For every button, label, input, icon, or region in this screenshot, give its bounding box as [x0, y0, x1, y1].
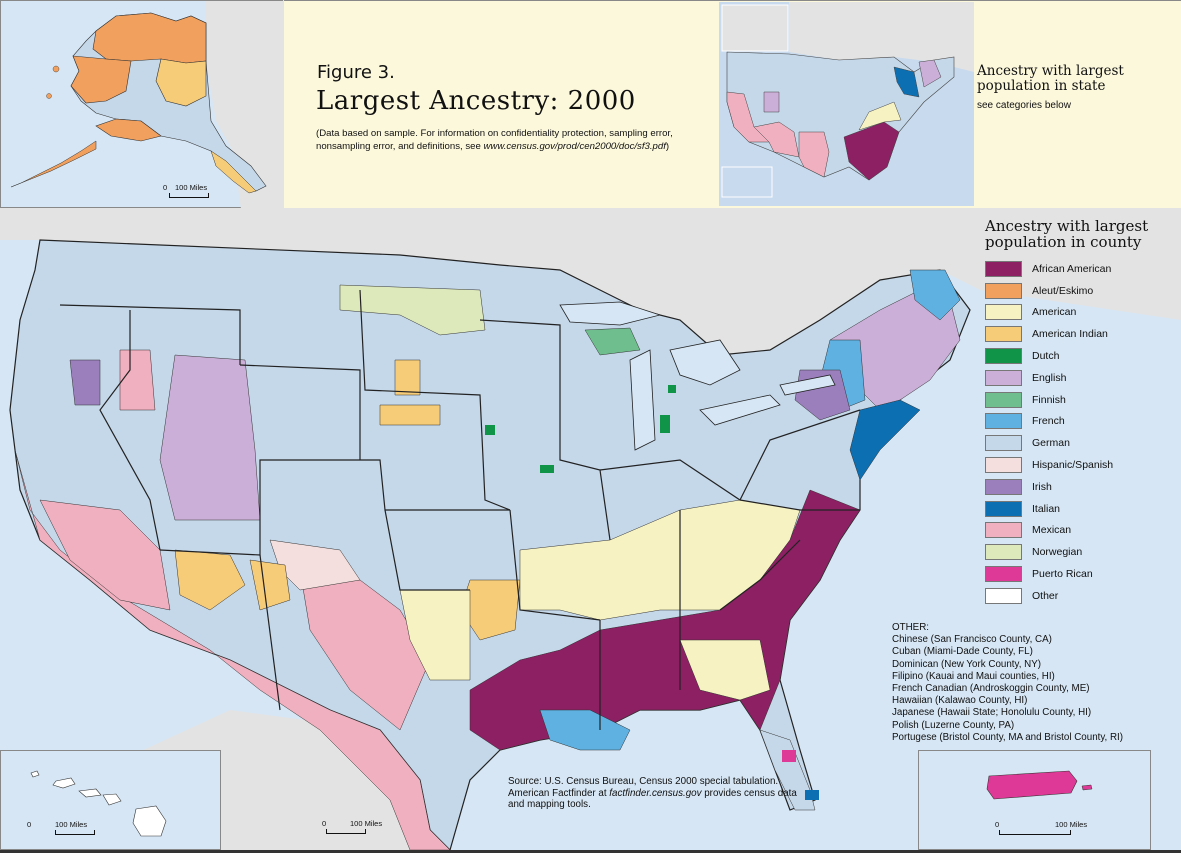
- note-link[interactable]: www.census.gov/prod/cen2000/doc/sf3.pdf: [483, 141, 666, 152]
- scale-zero: 0: [27, 820, 32, 829]
- puerto-rico-map: [986, 770, 1093, 800]
- legend-swatch: [985, 282, 1022, 299]
- scale-miles: 100 Miles: [1055, 820, 1088, 829]
- legend-label: Norwegian: [1032, 546, 1083, 559]
- other-item: Dominican (New York County, NY): [892, 658, 1042, 670]
- legend-swatch: [985, 500, 1022, 517]
- figure-note: (Data based on sample. For information o…: [316, 127, 716, 153]
- legend-item: Irish: [985, 476, 1175, 498]
- county-map: [0, 210, 1181, 850]
- legend-label: American: [1032, 306, 1077, 319]
- legend-label: Irish: [1032, 480, 1052, 493]
- scale-zero: 0: [163, 183, 168, 192]
- note-suffix: ): [665, 141, 670, 152]
- legend-item: Other: [985, 585, 1175, 607]
- legend-label: Dutch: [1032, 350, 1060, 363]
- county-legend: Ancestry with largest population in coun…: [985, 218, 1175, 607]
- legend-item: Puerto Rican: [985, 563, 1175, 585]
- legend-swatch: [985, 587, 1022, 604]
- legend-item: Finnish: [985, 389, 1175, 411]
- state-inset-title: Ancestry with largest population in stat…: [977, 63, 1124, 94]
- legend-items: African American Aleut/Eskimo American Amer…: [985, 258, 1175, 607]
- legend-swatch: [985, 435, 1022, 452]
- scale-miles: 100 Miles: [55, 820, 88, 829]
- scale-zero: 0: [995, 820, 1000, 829]
- figure-label: Figure 3.: [317, 62, 395, 83]
- legend-label: Other: [1032, 589, 1059, 602]
- legend-label: African American: [1032, 262, 1112, 275]
- legend-item: Hispanic/Spanish: [985, 454, 1175, 476]
- legend-label: English: [1032, 371, 1067, 384]
- puerto-rico-inset: 0 100 Miles: [918, 750, 1151, 850]
- legend-item: American: [985, 302, 1175, 324]
- legend-title: Ancestry with largest population in coun…: [985, 217, 1149, 251]
- legend-label: Hispanic/Spanish: [1032, 459, 1114, 472]
- legend-swatch: [985, 566, 1022, 583]
- state-inset-subtitle: see categories below: [977, 100, 1071, 111]
- legend-label: Italian: [1032, 502, 1061, 515]
- other-item: Polish (Luzerne County, PA): [892, 719, 1015, 731]
- state-level-map: [719, 2, 974, 206]
- legend-item: German: [985, 432, 1175, 454]
- other-item: Cuban (Miami-Dade County, FL): [892, 646, 1033, 658]
- bottom-rule: [0, 850, 1181, 853]
- source-line2: provides census data and mapping tools.: [508, 787, 797, 811]
- other-item: French Canadian (Androskoggin County, ME…: [892, 683, 1090, 695]
- legend-item: Italian: [985, 498, 1175, 520]
- other-items: Chinese (San Francisco County, CA) Cuban …: [892, 634, 1177, 744]
- legend-label: Aleut/Eskimo: [1032, 284, 1094, 297]
- note-prefix: (Data based on sample. For information o…: [316, 128, 673, 152]
- figure-title: Largest Ancestry: 2000: [316, 86, 636, 116]
- other-list: OTHER: Chinese (San Francisco County, CA…: [892, 622, 1177, 744]
- hawaii-inset: 0 100 Miles: [0, 750, 221, 850]
- legend-swatch: [985, 522, 1022, 539]
- alaska-map: [10, 1, 284, 209]
- legend-swatch: [985, 478, 1022, 495]
- source-line1: Source: U.S. Census Bureau, Census 2000 …: [508, 776, 779, 799]
- other-item: Portugese (Bristol County, MA and Bristo…: [892, 731, 1124, 743]
- legend-label: Finnish: [1032, 393, 1066, 406]
- legend-item: French: [985, 411, 1175, 433]
- other-item: Chinese (San Francisco County, CA): [892, 634, 1052, 646]
- legend-swatch: [985, 369, 1022, 386]
- alaska-inset: 0 100 Miles: [0, 0, 284, 209]
- other-item: Filipino (Kauai and Maui counties, HI): [892, 670, 1055, 682]
- other-item: Hawaiian (Kalawao County, HI): [892, 695, 1028, 707]
- source-note: Source: U.S. Census Bureau, Census 2000 …: [508, 776, 808, 811]
- conus-map: [0, 210, 1181, 850]
- other-item: Japanese (Hawaii State; Honolulu County,…: [892, 707, 1092, 719]
- legend-label: German: [1032, 437, 1070, 450]
- legend-label: American Indian: [1032, 328, 1108, 341]
- legend-swatch: [985, 413, 1022, 430]
- legend-swatch: [985, 326, 1022, 343]
- legend-label: French: [1032, 415, 1065, 428]
- legend-label: Mexican: [1032, 524, 1072, 537]
- state-level-inset: [719, 2, 974, 206]
- source-link[interactable]: factfinder.census.gov: [609, 787, 702, 799]
- legend-item: Dutch: [985, 345, 1175, 367]
- legend-swatch: [985, 260, 1022, 277]
- legend-item: Norwegian: [985, 541, 1175, 563]
- other-heading: OTHER:: [892, 622, 930, 633]
- legend-item: English: [985, 367, 1175, 389]
- legend-item: American Indian: [985, 323, 1175, 345]
- scale-miles: 100 Miles: [350, 819, 383, 828]
- legend-item: African American: [985, 258, 1175, 280]
- legend-item: Aleut/Eskimo: [985, 280, 1175, 302]
- hawaii-map: [30, 770, 167, 837]
- legend-label: Puerto Rican: [1032, 568, 1093, 581]
- legend-swatch: [985, 457, 1022, 474]
- legend-swatch: [985, 391, 1022, 408]
- legend-swatch: [985, 304, 1022, 321]
- scale-zero: 0: [322, 819, 327, 828]
- legend-swatch: [985, 348, 1022, 365]
- legend-swatch: [985, 544, 1022, 561]
- scale-miles: 100 Miles: [175, 183, 208, 192]
- legend-item: Mexican: [985, 520, 1175, 542]
